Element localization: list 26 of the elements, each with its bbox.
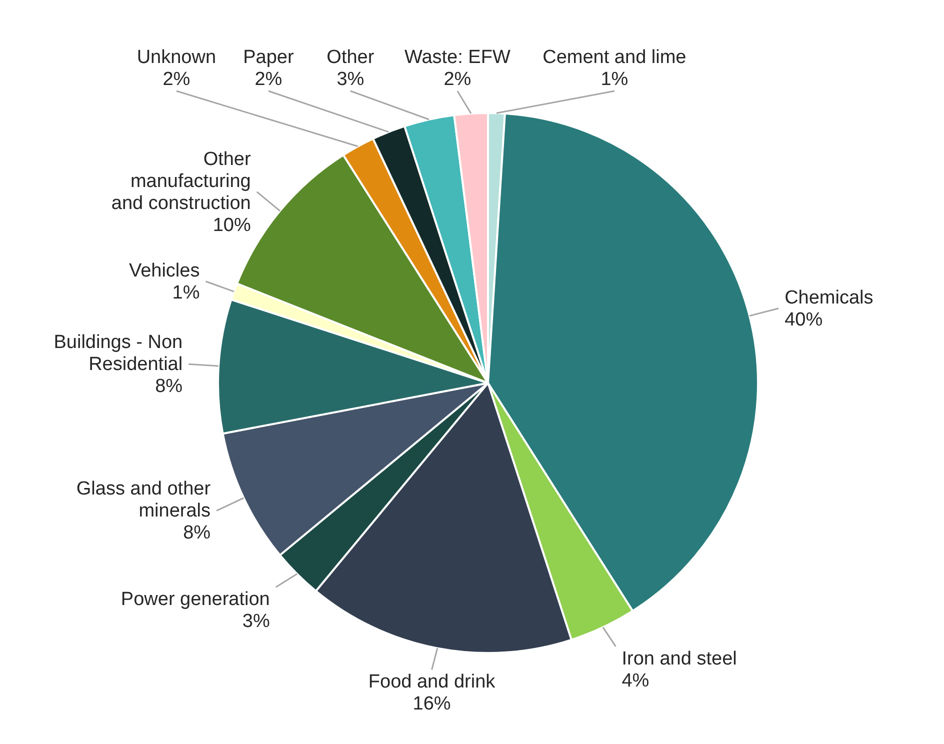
- slice-label: Other: [326, 47, 375, 68]
- data-label: 8%: [183, 522, 211, 544]
- slice-label: Glass and other minerals: [76, 478, 212, 522]
- slice-label: Food and drink: [368, 672, 496, 693]
- data-label: 10%: [212, 214, 251, 236]
- slice-label: Chemicals: [784, 287, 874, 308]
- data-label: 8%: [155, 376, 183, 398]
- data-label: 2%: [162, 69, 190, 90]
- slice-label: Cement and lime: [542, 47, 686, 68]
- slice-label: Buildings - Non Residential: [54, 332, 183, 376]
- slice-label: Unknown: [136, 47, 216, 68]
- slice-label: Iron and steel: [622, 648, 737, 670]
- data-label: 1%: [172, 282, 200, 304]
- data-label: 3%: [336, 69, 364, 90]
- data-label: 2%: [444, 69, 472, 90]
- slice-label: Paper: [243, 47, 294, 68]
- slice-label: Waste: EFW: [404, 47, 510, 68]
- data-label: 1%: [600, 69, 628, 90]
- slice-label: Power generation: [120, 589, 270, 610]
- slice-label: Vehicles: [128, 260, 200, 282]
- data-label: 40%: [784, 309, 823, 330]
- data-label: 2%: [254, 69, 282, 90]
- data-label: 3%: [242, 611, 270, 632]
- data-label: 4%: [622, 670, 650, 692]
- data-label: 16%: [412, 694, 451, 715]
- slice-label: Other manufacturing and construction: [111, 148, 252, 214]
